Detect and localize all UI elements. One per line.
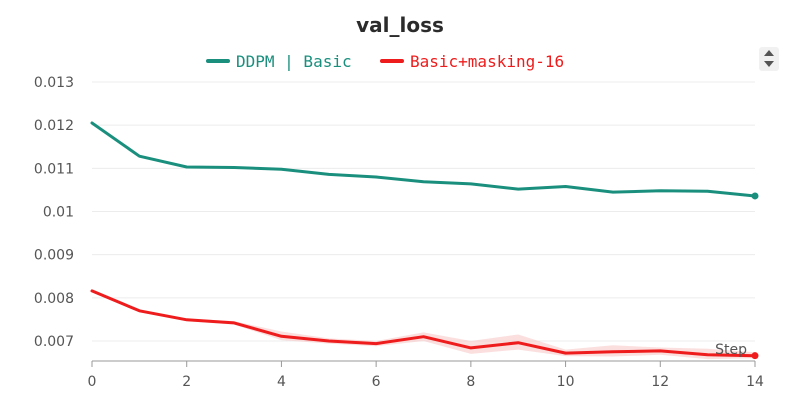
x-tick-label: 4 <box>277 374 286 390</box>
x-axis-label: Step <box>715 342 747 358</box>
y-tick-label: 0.009 <box>34 248 74 264</box>
x-tick-label: 6 <box>372 374 381 390</box>
y-tick-label: 0.008 <box>34 291 74 307</box>
chevron-down-icon[interactable] <box>764 61 774 67</box>
x-tick-label: 12 <box>651 374 669 390</box>
series-endpoint[interactable] <box>751 192 759 200</box>
y-tick-label: 0.013 <box>34 75 74 91</box>
x-tick-label: 8 <box>466 374 475 390</box>
chevron-up-icon[interactable] <box>764 50 774 56</box>
legend-label: DDPM | Basic <box>236 52 352 71</box>
y-tick-label: 0.007 <box>34 334 74 350</box>
y-tick-label: 0.012 <box>34 118 74 134</box>
legend-label: Basic+masking-16 <box>410 52 564 71</box>
series-endpoint[interactable] <box>751 352 759 360</box>
x-tick-label: 0 <box>88 374 97 390</box>
plot-area[interactable] <box>90 121 759 360</box>
x-axis: 0 2 4 6 8 10 12 14 <box>88 361 764 390</box>
chart-title: val_loss <box>356 13 444 37</box>
y-tick-label: 0.011 <box>34 161 74 177</box>
y-axis: 0.007 0.008 0.009 0.01 0.011 0.012 0.013 <box>34 75 74 350</box>
legend-item[interactable]: Basic+masking-16 <box>380 52 564 71</box>
series-line[interactable] <box>90 121 757 198</box>
legend[interactable]: DDPM | Basic Basic+masking-16 <box>206 52 564 71</box>
series-1[interactable] <box>90 121 759 200</box>
legend-item[interactable]: DDPM | Basic <box>206 52 352 71</box>
series-2[interactable] <box>90 289 759 360</box>
y-tick-label: 0.01 <box>43 205 74 221</box>
legend-scroll-control[interactable] <box>759 47 779 71</box>
series-line[interactable] <box>90 289 757 358</box>
x-tick-label: 14 <box>746 374 764 390</box>
x-tick-label: 10 <box>557 374 575 390</box>
series-band <box>92 290 755 360</box>
x-tick-label: 2 <box>182 374 191 390</box>
